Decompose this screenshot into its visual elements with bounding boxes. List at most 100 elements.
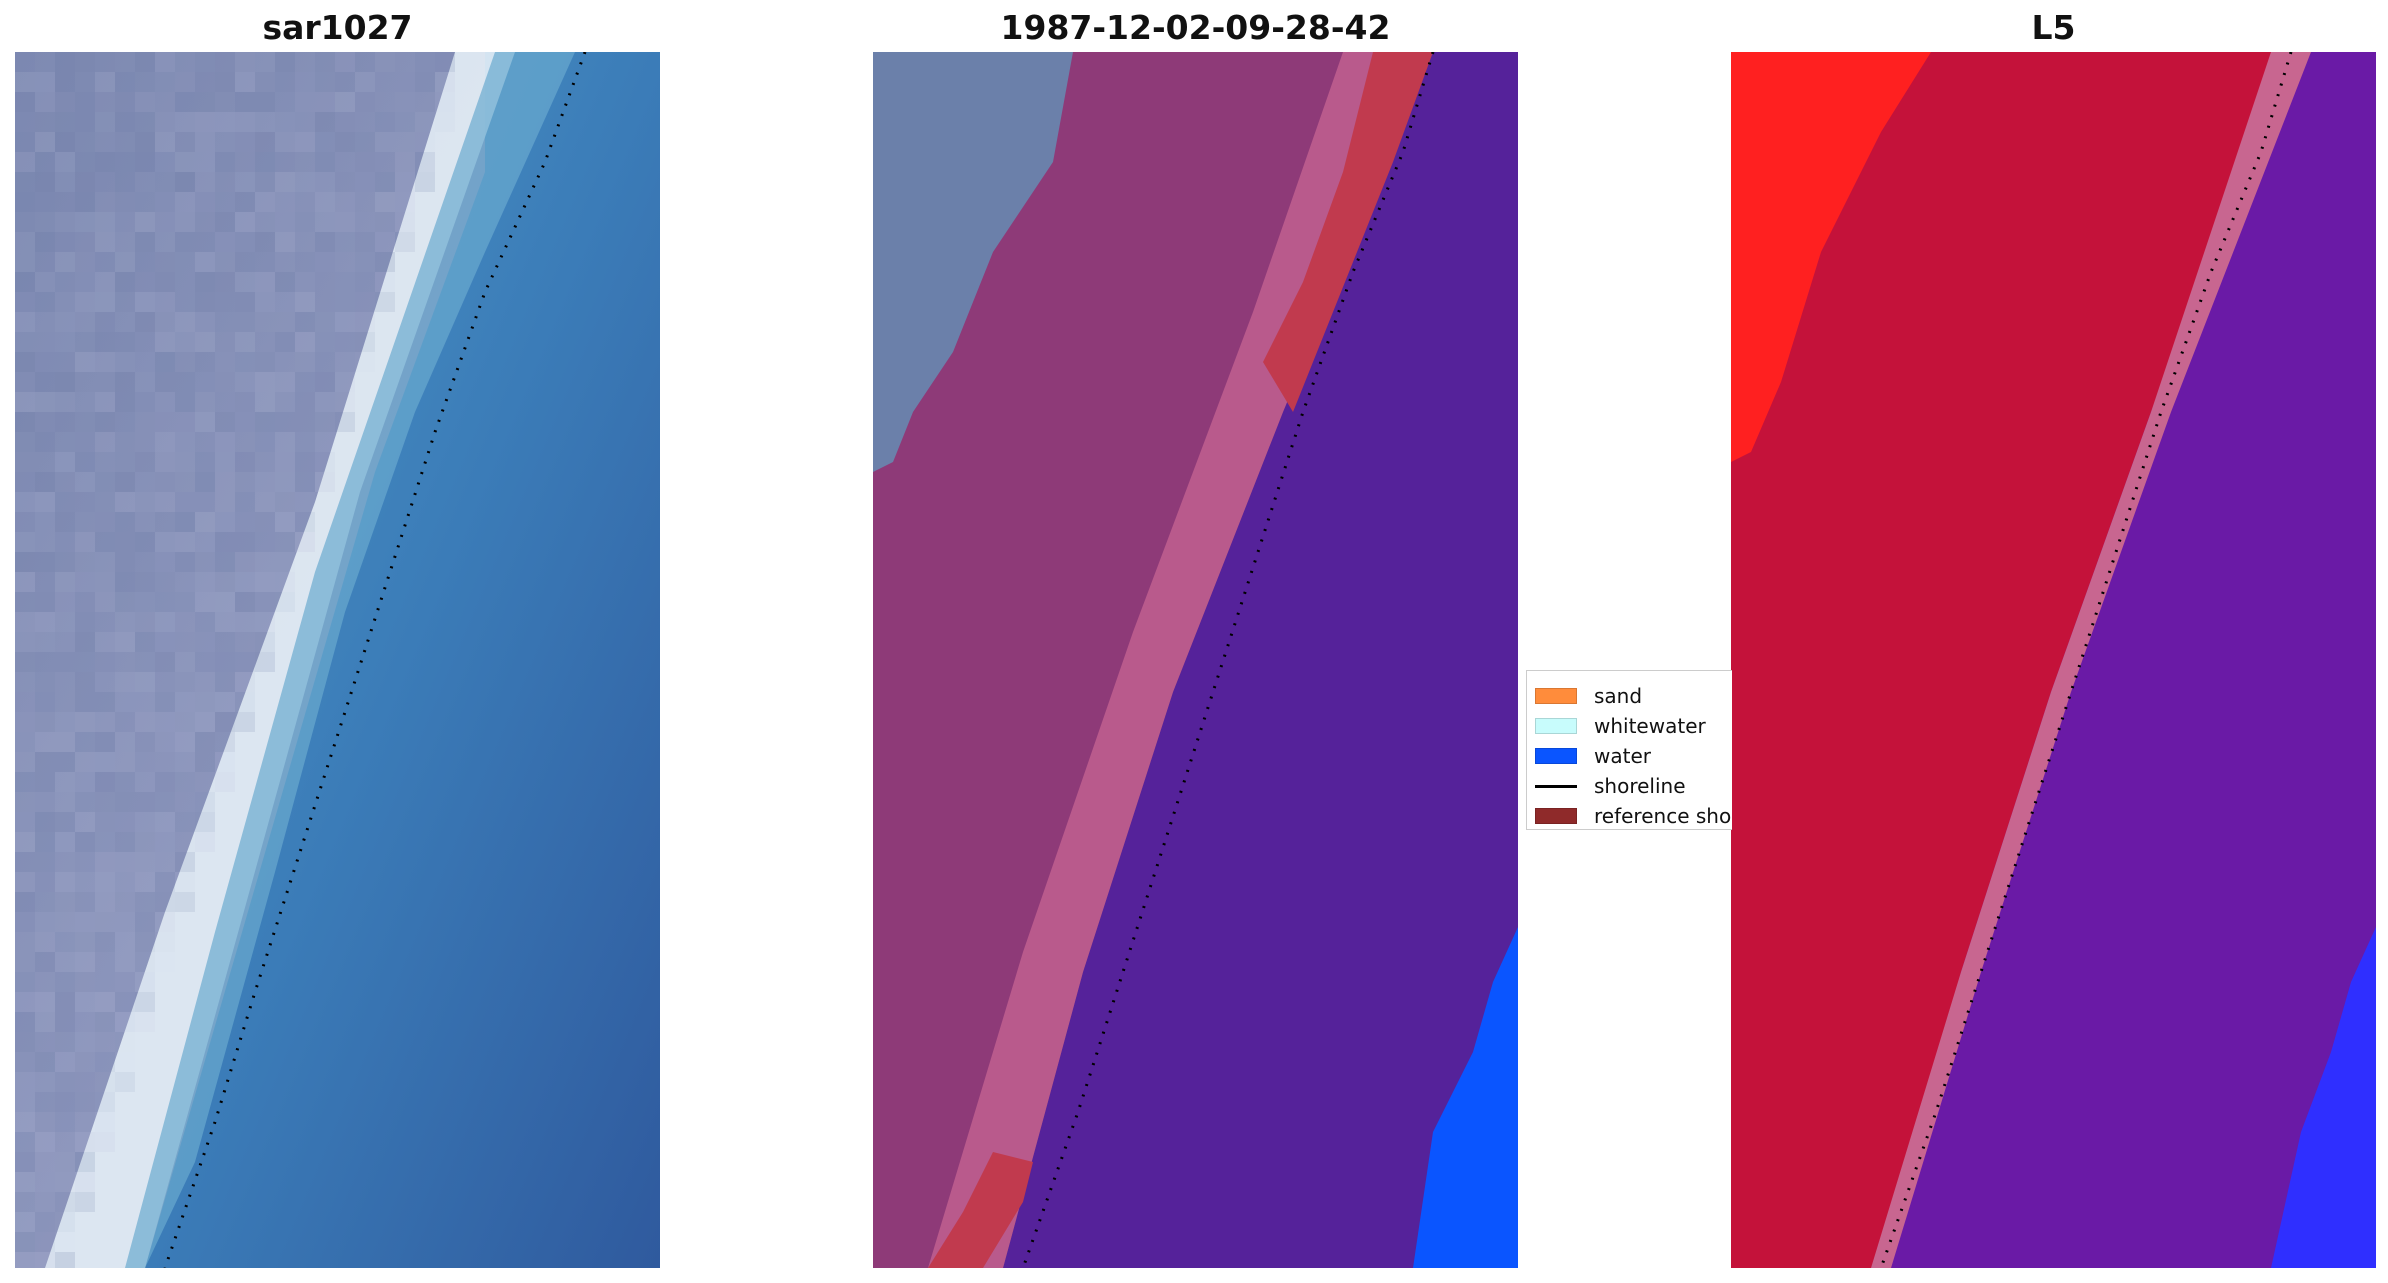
land-texture-pixel bbox=[55, 272, 75, 292]
land-texture-pixel bbox=[215, 592, 235, 612]
land-texture-pixel bbox=[135, 52, 155, 72]
land-texture-pixel bbox=[55, 912, 75, 932]
land-texture-pixel bbox=[15, 152, 35, 172]
land-texture-pixel bbox=[175, 432, 195, 452]
land-texture-pixel bbox=[195, 772, 215, 792]
land-texture-pixel bbox=[95, 632, 115, 652]
land-texture-pixel bbox=[235, 712, 255, 732]
land-texture-pixel bbox=[75, 1172, 95, 1192]
land-texture-pixel bbox=[75, 772, 95, 792]
legend-item-shoreline: shoreline bbox=[1535, 771, 1686, 801]
land-texture-pixel bbox=[135, 752, 155, 772]
land-texture-pixel bbox=[175, 732, 195, 752]
land-texture-pixel bbox=[95, 352, 115, 372]
land-texture-pixel bbox=[55, 1072, 75, 1092]
land-texture-pixel bbox=[95, 712, 115, 732]
land-texture-pixel bbox=[395, 192, 415, 212]
land-texture-pixel bbox=[195, 52, 215, 72]
land-texture-pixel bbox=[155, 452, 175, 472]
land-texture-pixel bbox=[55, 1232, 75, 1252]
land-texture-pixel bbox=[195, 572, 215, 592]
land-index-region bbox=[1731, 52, 2291, 1268]
land-texture-pixel bbox=[35, 272, 55, 292]
land-texture-pixel bbox=[95, 1052, 115, 1072]
land-texture-pixel bbox=[15, 952, 35, 972]
land-texture-pixel bbox=[15, 192, 35, 212]
legend-label-reference-shoreline: reference shoreline bbox=[1594, 804, 1732, 828]
land-texture-pixel bbox=[235, 312, 255, 332]
land-texture-pixel bbox=[95, 472, 115, 492]
land-texture-pixel bbox=[55, 1252, 75, 1268]
land-texture-pixel bbox=[135, 892, 155, 912]
land-texture-pixel bbox=[55, 552, 75, 572]
land-texture-pixel bbox=[115, 592, 135, 612]
land-texture-pixel bbox=[95, 52, 115, 72]
land-texture-pixel bbox=[355, 352, 375, 372]
land-texture-pixel bbox=[175, 792, 195, 812]
land-texture-pixel bbox=[255, 412, 275, 432]
land-texture-pixel bbox=[35, 812, 55, 832]
land-texture-pixel bbox=[35, 792, 55, 812]
land-texture-pixel bbox=[295, 492, 315, 512]
land-texture-pixel bbox=[195, 452, 215, 472]
land-texture-pixel bbox=[275, 392, 295, 412]
land-texture-pixel bbox=[155, 952, 175, 972]
land-texture-pixel bbox=[95, 312, 115, 332]
land-texture-pixel bbox=[95, 672, 115, 692]
land-texture bbox=[15, 52, 455, 1268]
classified-image-panel[interactable] bbox=[873, 52, 1518, 1268]
land-texture-pixel bbox=[15, 852, 35, 872]
land-texture-pixel bbox=[55, 872, 75, 892]
land-texture-pixel bbox=[135, 492, 155, 512]
land-texture-pixel bbox=[335, 312, 355, 332]
land-texture-pixel bbox=[315, 92, 335, 112]
land-texture-pixel bbox=[15, 1172, 35, 1192]
land-texture-pixel bbox=[155, 672, 175, 692]
land-texture-pixel bbox=[115, 1032, 135, 1052]
land-texture-pixel bbox=[115, 1072, 135, 1092]
rgb-image-panel[interactable] bbox=[15, 52, 660, 1268]
land-texture-pixel bbox=[375, 72, 395, 92]
land-texture-pixel bbox=[95, 972, 115, 992]
land-texture-pixel bbox=[135, 692, 155, 712]
land-texture-pixel bbox=[115, 752, 135, 772]
index-image-panel[interactable] bbox=[1731, 52, 2376, 1268]
land-texture-pixel bbox=[135, 232, 155, 252]
land-texture-pixel bbox=[235, 352, 255, 372]
land-texture-pixel bbox=[55, 1012, 75, 1032]
sea-region bbox=[145, 52, 660, 1268]
land-texture-pixel bbox=[235, 332, 255, 352]
land-texture-pixel bbox=[15, 432, 35, 452]
water-index-region bbox=[2271, 927, 2376, 1268]
land-texture-pixel bbox=[115, 452, 135, 472]
land-texture-pixel bbox=[155, 192, 175, 212]
reference-overlay-top bbox=[1263, 52, 1433, 412]
sand-overlay-region bbox=[928, 52, 1433, 1268]
land-texture-pixel bbox=[255, 532, 275, 552]
land-texture-pixel bbox=[15, 412, 35, 432]
water-region bbox=[1413, 927, 1518, 1268]
land-texture-pixel bbox=[75, 812, 95, 832]
land-texture-pixel bbox=[275, 312, 295, 332]
land-texture-pixel bbox=[15, 332, 35, 352]
land-texture-pixel bbox=[35, 472, 55, 492]
land-texture-pixel bbox=[55, 292, 75, 312]
land-texture-pixel bbox=[75, 672, 95, 692]
land-texture-pixel bbox=[135, 572, 155, 592]
land-texture-pixel bbox=[175, 332, 195, 352]
land-texture-pixel bbox=[175, 312, 195, 332]
land-texture-pixel bbox=[155, 132, 175, 152]
land-texture-pixel bbox=[75, 232, 95, 252]
land-texture-pixel bbox=[295, 72, 315, 92]
land-texture-pixel bbox=[335, 272, 355, 292]
land-texture-pixel bbox=[95, 872, 115, 892]
land-texture-pixel bbox=[335, 292, 355, 312]
land-texture-pixel bbox=[435, 112, 455, 132]
land-texture-pixel bbox=[35, 552, 55, 572]
land-texture-pixel bbox=[215, 212, 235, 232]
land-texture-pixel bbox=[215, 472, 235, 492]
land-texture-pixel bbox=[355, 132, 375, 152]
land-texture-pixel bbox=[355, 272, 375, 292]
land-texture-pixel bbox=[175, 152, 195, 172]
land-texture-pixel bbox=[255, 372, 275, 392]
